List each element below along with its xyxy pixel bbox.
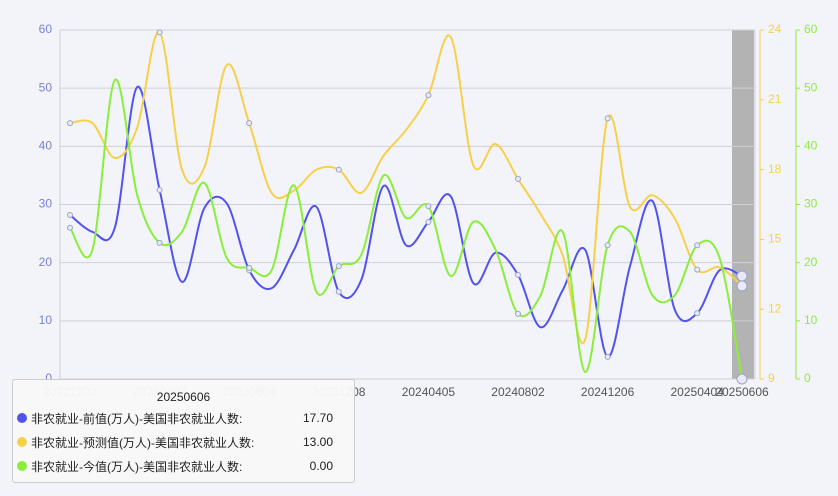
y-tick-label: 30 [39,197,53,211]
legend-dot [17,437,27,447]
point-marker [425,203,432,210]
y-tick-label: 30 [804,197,818,211]
point-marker [335,263,342,270]
series-name: 非农就业-预测值(万人)-美国非农就业人数 [31,434,263,451]
x-tick-label: 20241206 [581,385,635,399]
y-tick-label: 20 [39,255,53,269]
point-marker [694,310,701,317]
x-tick-label: 20250606 [715,385,769,399]
y-tick-label: 40 [804,139,818,153]
point-marker [67,211,73,218]
series-name: 非农就业-前值(万人)-美国非农就业人数 [31,410,263,427]
point-marker [156,186,163,193]
y-tick-label: 10 [804,313,818,327]
y-tick-label: 10 [39,313,53,327]
y-tick-label: 12 [768,301,782,315]
legend-dot [17,461,27,471]
point-marker [335,166,342,173]
series-name: 非农就业-今值(万人)-美国非农就业人数 [31,458,263,475]
point-marker [246,264,253,271]
series-value: 0.00 [309,459,333,473]
y-tick-label: 0 [45,371,52,385]
series-line [69,85,743,358]
legend-dot [17,413,27,423]
y-tick-label: 15 [768,232,782,246]
tooltip: 20250606 非农就业-前值(万人)-美国非农就业人数 17.70 非农就业-预… [12,379,355,483]
tooltip-row: 非农就业-今值(万人)-美国非农就业人数 0.00 [13,454,354,478]
series-value: 13.00 [302,435,333,449]
tooltip-title: 20250606 [156,390,211,404]
point-marker [604,115,611,122]
y-tick-label: 21 [768,92,782,106]
point-marker [156,239,163,246]
tooltip-row: 非农就业-预测值(万人)-美国非农就业人数 13.00 [13,430,354,454]
point-marker [515,271,521,278]
point-marker [67,120,73,127]
point-marker [335,288,342,295]
x-tick-label: 20240405 [402,385,456,399]
point-marker [515,175,521,182]
tooltip-row: 非农就业-前值(万人)-美国非农就业人数 17.70 [13,406,354,430]
point-marker [736,280,748,292]
point-marker [604,353,611,360]
y-tick-label: 50 [804,80,818,94]
x-tick-label: 20240802 [491,385,545,399]
y-tick-label: 60 [39,22,53,36]
y-tick-label: 20 [804,255,818,269]
series-value: 17.70 [302,411,333,425]
point-marker [736,270,748,282]
y-tick-label: 50 [39,80,53,94]
y-tick-label: 0 [804,371,811,385]
point-marker [67,224,73,231]
y-tick-label: 24 [768,22,782,36]
x-tick-label: 20250404 [671,385,725,399]
series-line [69,78,743,380]
point-marker [736,373,748,385]
point-marker [515,310,521,317]
point-marker [425,92,432,99]
point-marker [156,29,163,36]
y-tick-label: 9 [768,371,775,385]
point-marker [425,218,432,225]
y-tick-label: 40 [39,139,53,153]
y-tick-label: 18 [768,162,782,176]
point-marker [604,242,611,249]
point-marker [694,242,701,249]
point-marker [246,120,253,127]
y-tick-label: 60 [804,22,818,36]
series-line [69,31,743,345]
point-marker [694,266,701,273]
